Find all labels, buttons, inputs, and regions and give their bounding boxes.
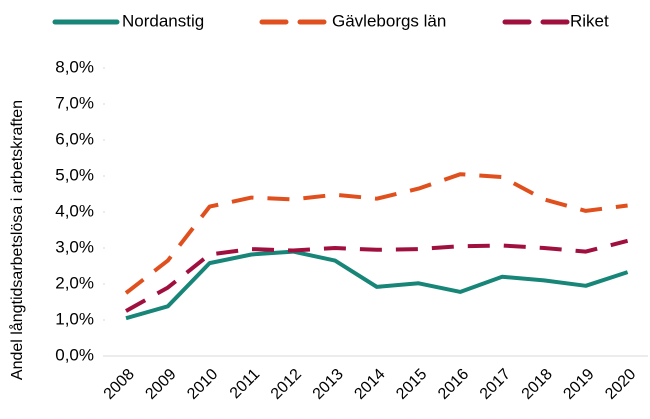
series-line [125, 238, 629, 313]
x-tick-label: 2011 [227, 366, 263, 402]
y-tick-label: 1,0% [55, 309, 94, 328]
x-tick-label: 2017 [477, 366, 514, 403]
x-tick-label: 2012 [268, 366, 305, 403]
y-tick-label: 3,0% [55, 237, 94, 256]
y-tick-label: 5,0% [55, 165, 94, 184]
y-axis-label: Andel långtidsarbetslösa i arbetskraften [8, 100, 26, 380]
x-tick-label: 2013 [310, 366, 347, 403]
legend-label: Gävleborgs län [332, 11, 446, 30]
series-line [125, 249, 629, 321]
x-tick-label: 2019 [560, 366, 597, 403]
legend-label: Riket [570, 11, 609, 30]
x-tick-label: 2016 [435, 366, 472, 403]
x-tick-label: 2018 [519, 366, 556, 403]
y-tick-label: 2,0% [55, 273, 94, 292]
x-tick-label: 2015 [393, 366, 430, 403]
x-tick-label: 2008 [101, 366, 138, 403]
y-tick-label: 0,0% [55, 345, 94, 364]
series-line [124, 172, 628, 295]
x-tick-label: 2020 [602, 366, 639, 403]
y-tick-label: 8,0% [55, 57, 94, 76]
y-tick-label: 6,0% [55, 129, 94, 148]
x-tick-label: 2010 [184, 366, 221, 403]
legend-label: Nordanstig [122, 11, 204, 30]
y-tick-label: 4,0% [55, 201, 94, 220]
x-tick-label: 2009 [142, 366, 179, 403]
y-tick-label: 7,0% [55, 93, 94, 112]
x-tick-label: 2014 [351, 366, 388, 403]
